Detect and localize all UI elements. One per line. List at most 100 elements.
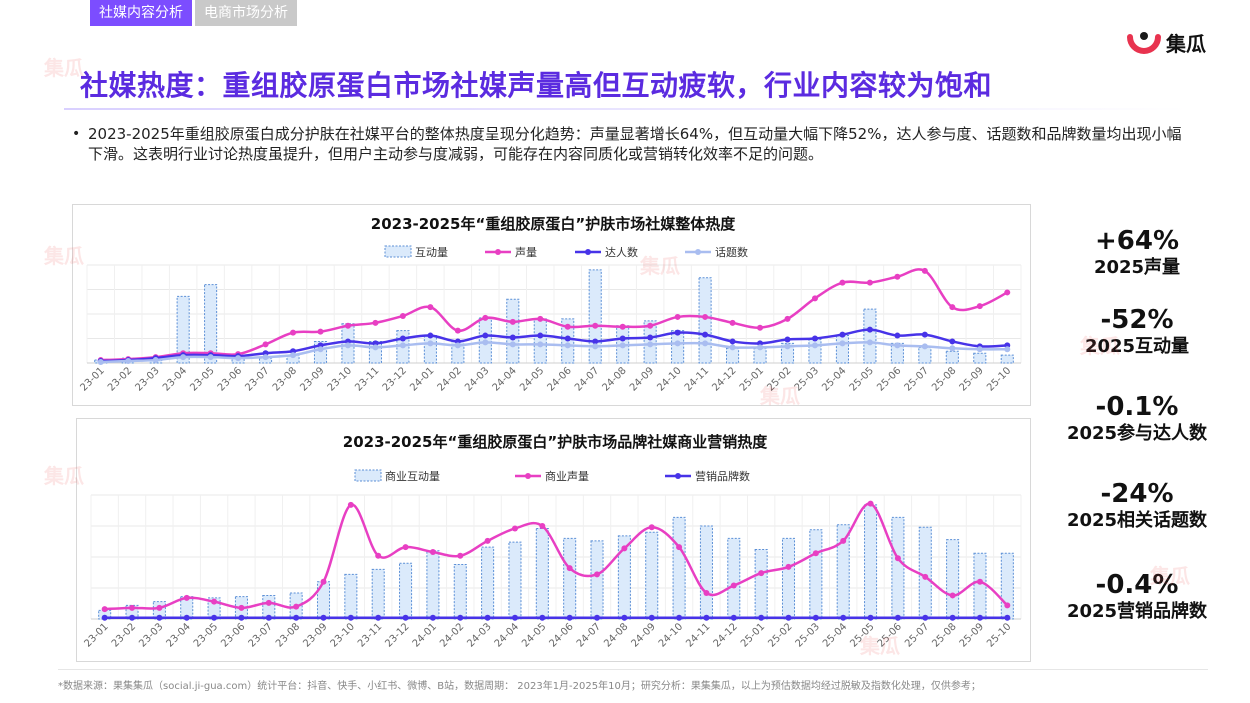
- bar: [671, 330, 685, 364]
- ji-gua-logo-icon: [1127, 31, 1161, 54]
- data-point: [1004, 602, 1011, 609]
- data-point: [344, 322, 351, 329]
- data-point: [811, 335, 818, 342]
- data-point: [1004, 614, 1011, 621]
- data-point: [784, 343, 791, 350]
- data-point: [702, 340, 709, 347]
- data-point: [211, 614, 218, 621]
- data-point: [621, 545, 628, 552]
- x-tick-label: 24-09: [630, 621, 658, 649]
- data-point: [293, 603, 300, 610]
- data-point: [207, 354, 214, 361]
- title-underline: [64, 108, 1188, 110]
- tab-ecommerce-market[interactable]: 电商市场分析: [195, 0, 297, 26]
- bar: [204, 284, 218, 364]
- x-tick-label: 25-04: [821, 621, 849, 649]
- watermark: 集瓜: [44, 52, 84, 81]
- data-point: [921, 267, 928, 274]
- summary-text: 2023-2025年重组胶原蛋白成分护肤在社媒平台的整体热度呈现分化趋势：声量显…: [88, 125, 1182, 163]
- legend-marker: [525, 473, 531, 479]
- data-point: [757, 344, 764, 351]
- data-point: [129, 604, 136, 611]
- bar: [891, 516, 905, 620]
- bar: [864, 504, 878, 620]
- tab-social-content[interactable]: 社媒内容分析: [90, 0, 192, 26]
- data-point: [427, 304, 434, 311]
- data-point: [317, 328, 324, 335]
- stat-influencers: -0.1% 2025参与达人数: [1048, 392, 1226, 446]
- stat-label: 2025营销品牌数: [1066, 601, 1208, 622]
- footer-divider: [58, 669, 1208, 670]
- data-point: [867, 614, 874, 621]
- data-point: [976, 303, 983, 310]
- x-tick-label: 23-10: [329, 621, 357, 649]
- bar: [698, 277, 712, 364]
- bar: [535, 527, 549, 620]
- x-tick-label: 24-10: [655, 365, 683, 393]
- data-point: [429, 614, 436, 621]
- data-point: [757, 324, 764, 331]
- data-point: [839, 279, 846, 286]
- bar: [617, 535, 631, 620]
- bar: [945, 350, 959, 364]
- data-point: [482, 314, 489, 321]
- data-point: [674, 340, 681, 347]
- data-point: [894, 273, 901, 280]
- x-tick-label: 25-02: [766, 621, 794, 649]
- x-tick-label: 23-02: [106, 365, 134, 393]
- x-tick-label: 23-12: [383, 621, 411, 649]
- x-tick-label: 25-08: [930, 621, 958, 649]
- data-point: [238, 614, 245, 621]
- chart-panel-overall-heat: 2023-2025年“重组胶原蛋白”护肤市场社媒整体热度 互动量 声量 达人数 话题数 2…: [72, 204, 1031, 406]
- x-tick-label: 25-03: [794, 621, 822, 649]
- data-point: [592, 338, 599, 345]
- data-point: [125, 358, 132, 365]
- x-tick-label: 24-11: [684, 621, 712, 649]
- chart-panel-commercial-heat: 2023-2025年“重组胶原蛋白”护肤市场品牌社媒商业营销热度商业互动量 商业声…: [76, 418, 1031, 662]
- data-point: [183, 594, 190, 601]
- bullet-dot-icon: •: [72, 126, 81, 142]
- legend-label: 声量: [515, 245, 537, 259]
- data-point: [509, 334, 516, 341]
- legend-marker: [695, 249, 701, 255]
- data-point: [156, 604, 163, 611]
- chart-legend: 商业互动量 商业声量 营销品牌数: [354, 469, 750, 483]
- data-point: [484, 614, 491, 621]
- legend-swatch: [354, 469, 382, 482]
- data-point: [784, 315, 791, 322]
- data-point: [594, 571, 601, 578]
- bar: [699, 525, 713, 620]
- x-tick-label: 23-01: [82, 621, 110, 649]
- series-line: [100, 268, 1008, 362]
- x-tick-label: 24-04: [493, 621, 521, 649]
- data-point: [894, 332, 901, 339]
- stat-value: -52%: [1100, 305, 1174, 335]
- data-point: [592, 343, 599, 350]
- x-tick-label: 23-04: [165, 621, 193, 649]
- bar: [1000, 354, 1014, 364]
- x-tick-label: 23-05: [188, 365, 216, 393]
- data-point: [921, 343, 928, 350]
- stat-value: -24%: [1100, 479, 1174, 509]
- data-point: [866, 326, 873, 333]
- data-point: [347, 501, 354, 508]
- stat-brands: -0.4% 2025营销品牌数: [1048, 570, 1226, 624]
- data-point: [949, 614, 956, 621]
- data-point: [976, 614, 983, 621]
- legend-label: 话题数: [715, 246, 748, 259]
- data-point: [265, 614, 272, 621]
- legend-label: 营销品牌数: [695, 469, 750, 483]
- x-tick-label: 25-07: [903, 365, 931, 393]
- x-tick-label: 24-02: [436, 365, 464, 393]
- data-point: [894, 342, 901, 349]
- data-point: [702, 331, 709, 338]
- data-point: [703, 589, 710, 596]
- data-point: [129, 614, 136, 621]
- chart-title: 2023-2025年“重组胶原蛋白”护肤市场品牌社媒商业营销热度: [343, 433, 768, 451]
- x-tick-label: 23-04: [161, 365, 189, 393]
- chart-title: 2023-2025年“重组胶原蛋白”护肤市场社媒整体热度: [371, 215, 736, 233]
- data-point: [894, 614, 901, 621]
- x-tick-label: 25-05: [848, 365, 876, 393]
- x-tick-label: 25-06: [875, 365, 903, 393]
- bar: [754, 549, 768, 620]
